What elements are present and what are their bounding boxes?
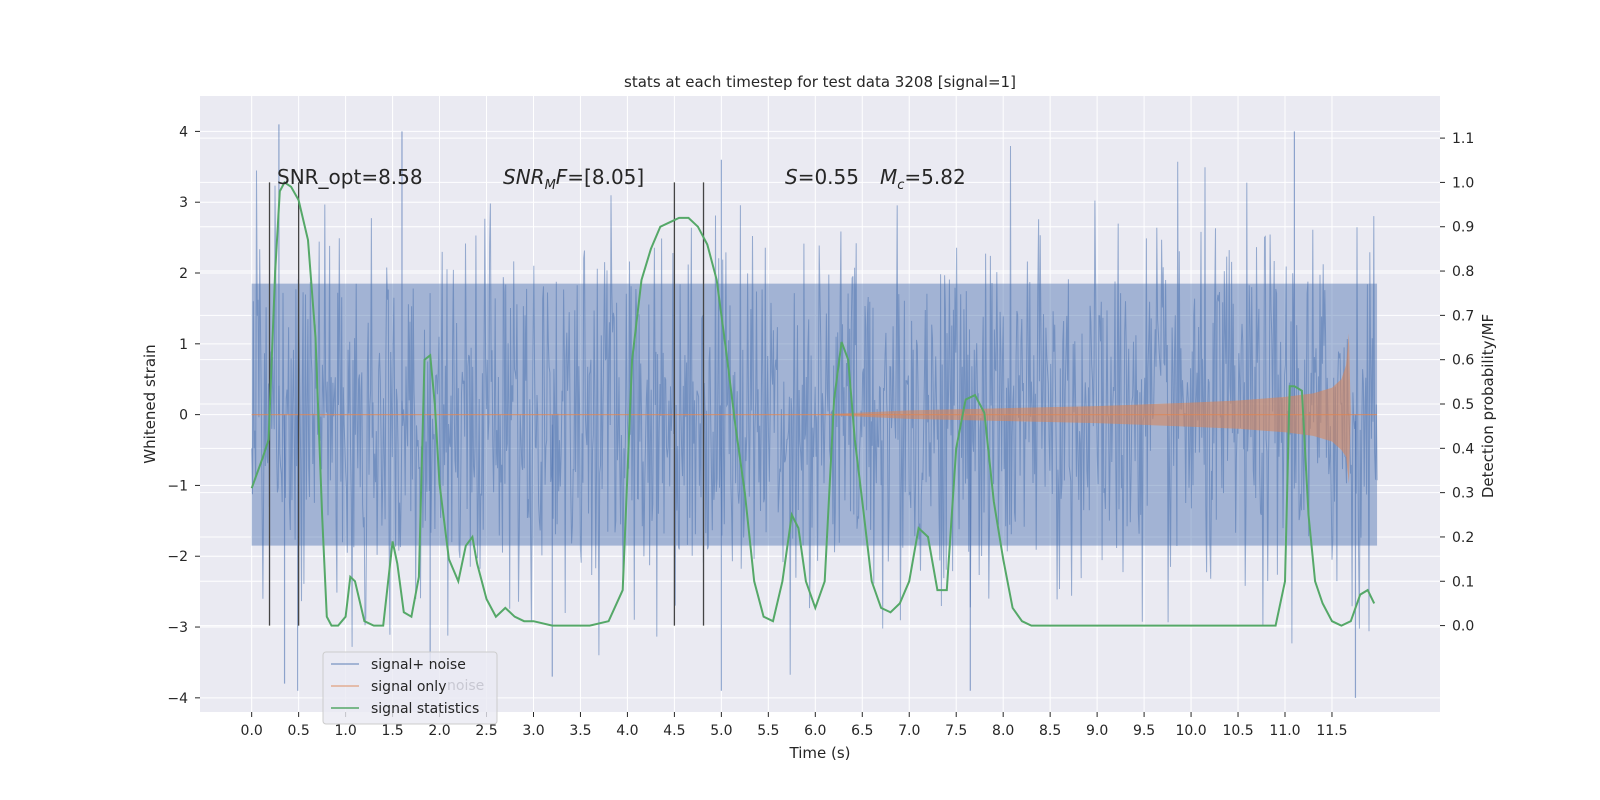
x-tick-label: 8.0: [992, 723, 1014, 739]
x-tick-label: 2.5: [475, 723, 497, 739]
legend-label-signal-statistics: signal statistics: [371, 701, 479, 717]
mc-subscript: c: [897, 178, 904, 193]
legend: noise signal+ noise signal only signal s…: [322, 651, 498, 725]
x-tick-label: 2.0: [428, 723, 450, 739]
x-tick-label: 9.5: [1133, 723, 1155, 739]
x-tick-label: 0.5: [288, 723, 310, 739]
y-axis-label: Whitened strain: [141, 344, 159, 463]
x-tick-label: 6.0: [804, 723, 826, 739]
y2-tick-label: 0.8: [1452, 264, 1474, 280]
x-tick-label: 10.5: [1222, 723, 1253, 739]
snr-mf-symbol-2: F: [556, 165, 568, 189]
y2-tick-label: 0.5: [1452, 397, 1474, 413]
y2-tick-label: 0.2: [1452, 530, 1474, 546]
x-tick-label: 9.0: [1086, 723, 1108, 739]
y2-tick-label: 0.7: [1452, 308, 1474, 324]
signal-statistics-series: [250, 180, 1376, 627]
x-tick-label: 7.0: [898, 723, 920, 739]
snr-mf-symbol: SNR: [503, 165, 545, 189]
chart-title: stats at each timestep for test data 320…: [624, 73, 1016, 91]
x-tick-label: 6.5: [851, 723, 873, 739]
annotation-s: S=0.55: [785, 165, 859, 189]
signal-statistics-line: [250, 180, 1376, 627]
y2-tick-label: 0.3: [1452, 486, 1474, 502]
y-tick-label: −4: [167, 691, 188, 707]
legend-label-signal-only: signal only: [371, 679, 446, 695]
mc-value: =5.82: [904, 165, 965, 189]
y-tick-label: −3: [167, 620, 188, 636]
y-tick-label: 1: [179, 337, 188, 353]
x-tick-label: 0.0: [241, 723, 263, 739]
s-value: =0.55: [798, 165, 859, 189]
x-tick-label: 7.5: [945, 723, 967, 739]
s-symbol: S: [785, 165, 798, 189]
y2-axis-ticks: 1.1 1.0 0.9 0.8 0.7 0.6 0.5 0.4 0.3 0.2 0.1 0.0: [1440, 131, 1474, 635]
y2-tick-label: 0.9: [1452, 220, 1474, 236]
x-tick-label: 11.0: [1269, 723, 1300, 739]
y2-tick-label: 1.0: [1452, 175, 1474, 191]
vertical-markers: [268, 182, 705, 626]
y2-tick-label: 0.1: [1452, 574, 1474, 590]
x-tick-label: 11.5: [1316, 723, 1347, 739]
y2-tick-label: 1.1: [1452, 131, 1474, 147]
annotation-snr-mf: SNRMF=[8.05]: [503, 165, 644, 193]
y-tick-label: −1: [167, 478, 188, 494]
plot-area: [250, 124, 1378, 698]
x-tick-label: 1.0: [334, 723, 356, 739]
signal-noise-line: [251, 145, 1378, 675]
annotation-snr-opt: SNR_opt=8.58: [277, 165, 423, 189]
signal-only-series: [251, 333, 1378, 484]
y2-tick-label: 0.4: [1452, 441, 1474, 457]
y-tick-label: 3: [179, 195, 188, 211]
legend-label-signal-noise: signal+ noise: [371, 657, 466, 673]
legend-box: [322, 651, 498, 725]
x-axis-label: Time (s): [789, 744, 851, 762]
x-tick-label: 8.5: [1039, 723, 1061, 739]
x-tick-label: 5.5: [757, 723, 779, 739]
x-tick-label: 4.0: [616, 723, 638, 739]
x-tick-label: 3.0: [522, 723, 544, 739]
y2-tick-label: 0.0: [1452, 619, 1474, 635]
x-tick-label: 1.5: [381, 723, 403, 739]
legend-ghost-text: noise: [447, 678, 484, 694]
y2-axis-label: Detection probability/MF: [1479, 314, 1497, 498]
x-tick-label: 10.0: [1175, 723, 1206, 739]
x-axis-ticks: 0.0 0.5 1.0 1.5 2.0 2.5 3.0 3.5 4.0 4.5 5.0 5.5 6.0 6…: [241, 712, 1348, 739]
y-tick-label: 0: [179, 408, 188, 424]
annotation-snr-opt-text: SNR_opt=8.58: [277, 165, 423, 189]
y2-tick-label: 0.6: [1452, 353, 1474, 369]
x-tick-label: 4.5: [663, 723, 685, 739]
y-tick-label: −2: [167, 549, 188, 565]
annotation-mc: Mc=5.82: [880, 165, 966, 193]
signal-only-envelope: [251, 333, 1378, 484]
snr-mf-value: =[8.05]: [567, 165, 644, 189]
y-tick-label: 2: [179, 266, 188, 282]
x-tick-label: 5.0: [710, 723, 732, 739]
snr-mf-subscript: M: [545, 178, 556, 193]
y-axis-ticks: 4 3 2 1 0 −1 −2 −3 −4: [167, 124, 200, 707]
y-tick-label: 4: [179, 124, 188, 140]
x-tick-label: 3.5: [569, 723, 591, 739]
mc-symbol: M: [880, 165, 897, 189]
